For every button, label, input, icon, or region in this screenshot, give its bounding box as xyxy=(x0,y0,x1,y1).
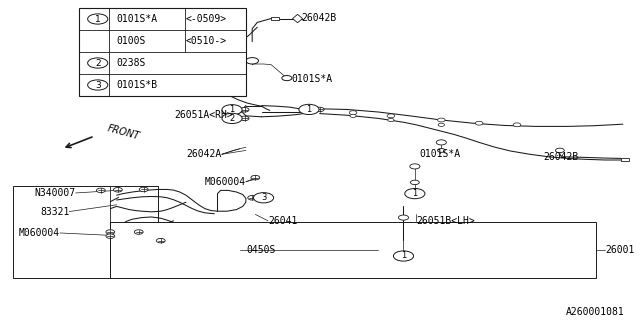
Text: 1: 1 xyxy=(229,105,235,114)
Circle shape xyxy=(394,251,413,261)
Circle shape xyxy=(438,123,444,126)
Circle shape xyxy=(316,107,324,112)
Text: A260001081: A260001081 xyxy=(565,307,624,317)
Circle shape xyxy=(106,230,115,234)
Circle shape xyxy=(387,114,395,118)
Circle shape xyxy=(88,80,108,90)
FancyBboxPatch shape xyxy=(271,17,278,20)
Text: 0238S: 0238S xyxy=(116,58,146,68)
Text: 3: 3 xyxy=(95,81,100,90)
Text: N340007: N340007 xyxy=(35,188,76,198)
Text: <-0509>: <-0509> xyxy=(186,14,227,24)
Circle shape xyxy=(88,14,108,24)
Text: 26042B: 26042B xyxy=(543,152,579,162)
Text: 3: 3 xyxy=(261,193,266,202)
Circle shape xyxy=(222,113,242,124)
Circle shape xyxy=(438,148,445,152)
Circle shape xyxy=(88,58,108,68)
Circle shape xyxy=(399,215,408,220)
Circle shape xyxy=(253,193,274,203)
Text: 2: 2 xyxy=(95,59,100,68)
Text: 26042B: 26042B xyxy=(301,12,337,23)
Text: M060004: M060004 xyxy=(205,177,246,187)
Text: 0101S*B: 0101S*B xyxy=(116,80,158,90)
FancyBboxPatch shape xyxy=(621,158,628,161)
Text: 26051A<RH>: 26051A<RH> xyxy=(175,110,233,120)
Circle shape xyxy=(299,104,319,115)
Polygon shape xyxy=(292,14,303,23)
Circle shape xyxy=(222,105,242,115)
Text: 1: 1 xyxy=(401,252,406,260)
Circle shape xyxy=(113,188,122,192)
Text: 83321: 83321 xyxy=(40,206,69,217)
Circle shape xyxy=(436,140,446,145)
Text: 26001: 26001 xyxy=(605,245,635,255)
Text: 26042A: 26042A xyxy=(187,149,222,159)
Text: 0450S: 0450S xyxy=(246,245,275,255)
Circle shape xyxy=(282,76,292,81)
Circle shape xyxy=(248,196,257,200)
Circle shape xyxy=(513,123,521,127)
Circle shape xyxy=(476,121,483,125)
Circle shape xyxy=(97,188,106,193)
Text: 26051B<LH>: 26051B<LH> xyxy=(416,216,475,227)
Text: 1: 1 xyxy=(412,189,417,198)
Circle shape xyxy=(410,180,419,185)
Circle shape xyxy=(134,230,143,234)
Circle shape xyxy=(388,118,394,122)
Text: 2: 2 xyxy=(229,114,235,123)
Circle shape xyxy=(240,108,249,112)
Text: 0100S: 0100S xyxy=(116,36,146,46)
Text: 0101S*A: 0101S*A xyxy=(116,14,158,24)
Circle shape xyxy=(246,58,259,64)
Text: 1: 1 xyxy=(307,105,312,114)
Text: 26041: 26041 xyxy=(268,216,298,226)
Text: M060004: M060004 xyxy=(19,228,60,238)
Circle shape xyxy=(251,175,260,180)
Text: 0101S*A: 0101S*A xyxy=(291,74,332,84)
Circle shape xyxy=(350,114,356,117)
Text: FRONT: FRONT xyxy=(106,124,141,142)
Circle shape xyxy=(106,234,115,238)
Text: 1: 1 xyxy=(95,14,100,23)
Circle shape xyxy=(140,187,148,192)
Circle shape xyxy=(410,164,420,169)
FancyBboxPatch shape xyxy=(79,8,246,96)
Circle shape xyxy=(349,111,357,115)
Circle shape xyxy=(438,118,445,122)
Circle shape xyxy=(156,238,165,243)
Circle shape xyxy=(240,116,249,121)
FancyBboxPatch shape xyxy=(110,222,596,278)
FancyBboxPatch shape xyxy=(13,186,157,278)
Text: 0101S*A: 0101S*A xyxy=(419,148,461,159)
Text: <0510->: <0510-> xyxy=(186,36,227,46)
Circle shape xyxy=(556,148,564,153)
Circle shape xyxy=(404,188,425,199)
